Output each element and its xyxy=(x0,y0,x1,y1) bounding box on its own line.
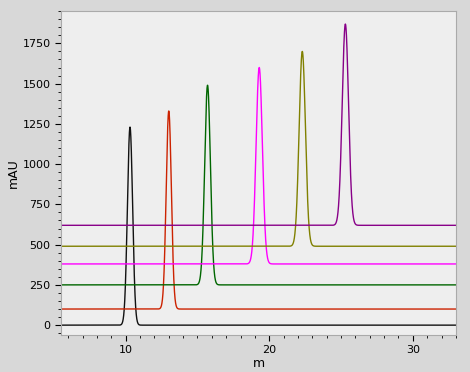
X-axis label: m: m xyxy=(252,357,265,370)
Y-axis label: mAU: mAU xyxy=(7,158,20,188)
